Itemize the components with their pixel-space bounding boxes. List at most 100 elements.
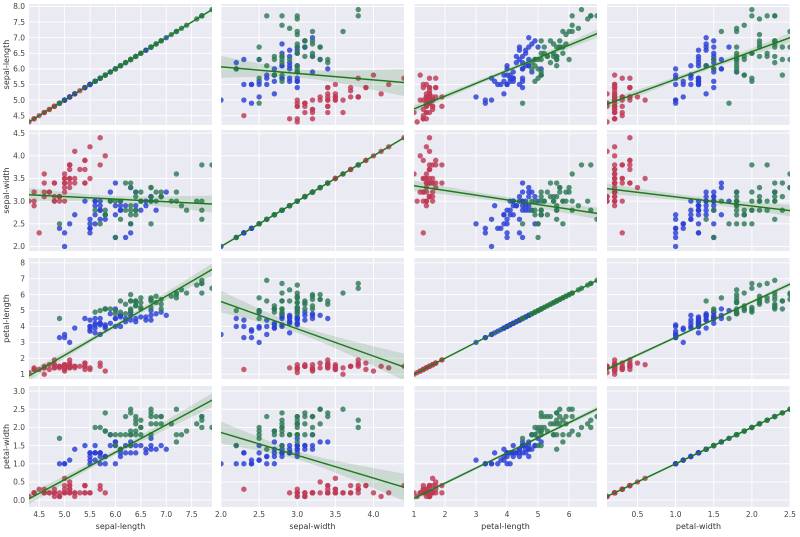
data-point (77, 166, 83, 173)
x-tick-label: 0.5 (632, 510, 644, 519)
data-point (199, 424, 205, 431)
data-point (355, 424, 361, 431)
data-point (309, 41, 316, 47)
data-point (526, 453, 532, 460)
data-point (31, 490, 37, 496)
data-point (414, 119, 420, 125)
data-point (107, 320, 114, 326)
data-point (302, 413, 308, 420)
panel-petal-length-vs-petal-length (413, 258, 597, 379)
data-point (92, 309, 98, 315)
data-point (127, 180, 134, 186)
data-point (504, 216, 510, 222)
data-point (756, 31, 763, 38)
data-point (433, 84, 439, 91)
data-point (158, 413, 164, 420)
data-point (355, 6, 361, 13)
data-point (325, 66, 331, 72)
data-point (97, 207, 103, 213)
data-point (529, 66, 535, 72)
data-point (688, 212, 694, 218)
panel-sepal-width-vs-sepal-length: 2.0 2.5 3.0 3.5 4.0 4.5 sepal-width (2, 129, 212, 251)
data-point (72, 212, 78, 218)
data-point (619, 75, 625, 81)
data-point (703, 189, 709, 195)
data-point (92, 212, 98, 218)
data-point (317, 56, 323, 63)
data-point (241, 334, 247, 341)
data-point (294, 28, 300, 35)
data-point (495, 225, 501, 232)
data-point (482, 97, 489, 103)
y-tick-label: 5.0 (13, 96, 25, 105)
data-point (611, 166, 618, 173)
data-point (510, 212, 516, 218)
data-point (72, 493, 78, 500)
data-point (97, 450, 103, 456)
data-point (72, 175, 78, 182)
data-point (248, 81, 255, 88)
data-point (340, 490, 346, 496)
data-point (183, 428, 190, 434)
x-tick-label: 6 (567, 510, 572, 519)
data-point (733, 311, 740, 317)
data-point (127, 291, 134, 298)
data-point (294, 365, 300, 371)
data-point (325, 109, 331, 116)
data-point (72, 325, 78, 331)
data-point (718, 66, 725, 72)
data-point (31, 366, 37, 373)
data-point (241, 486, 247, 492)
data-point (355, 285, 361, 291)
data-point (264, 277, 270, 283)
data-point (703, 91, 709, 97)
data-point (426, 166, 433, 173)
data-point (286, 287, 293, 293)
data-point (107, 306, 114, 312)
data-point (178, 431, 185, 438)
data-point (302, 38, 308, 44)
data-point (325, 439, 331, 445)
data-point (122, 202, 129, 209)
data-point (726, 44, 732, 50)
data-point (256, 81, 262, 88)
data-point (233, 323, 239, 330)
data-point (764, 198, 770, 204)
data-point (233, 442, 239, 449)
data-point (473, 221, 479, 227)
data-point (61, 334, 68, 341)
data-point (355, 490, 361, 496)
data-point (325, 59, 331, 66)
data-point (772, 198, 778, 204)
data-point (703, 314, 709, 320)
x-tick-label: 1.5 (708, 510, 720, 519)
data-point (553, 216, 560, 222)
data-point (92, 198, 98, 204)
data-point (347, 94, 354, 100)
data-point (112, 431, 119, 438)
data-point (557, 184, 563, 191)
data-point (143, 202, 149, 209)
data-point (158, 421, 164, 427)
data-point (117, 323, 124, 330)
data-point (317, 421, 323, 427)
data-point (153, 311, 159, 317)
data-point (92, 450, 98, 456)
data-point (61, 175, 68, 182)
data-point (423, 202, 430, 209)
data-point (286, 431, 293, 438)
data-point (82, 490, 88, 496)
data-point (386, 365, 392, 371)
data-point (560, 28, 566, 35)
data-point (627, 84, 633, 91)
data-point (97, 162, 103, 168)
data-point (302, 363, 308, 369)
data-point (439, 103, 445, 109)
data-point (66, 457, 73, 463)
data-point (772, 13, 778, 19)
data-point (72, 180, 78, 186)
data-point (423, 109, 430, 116)
data-point (294, 282, 300, 288)
data-point (569, 406, 575, 412)
data-point (495, 461, 501, 467)
